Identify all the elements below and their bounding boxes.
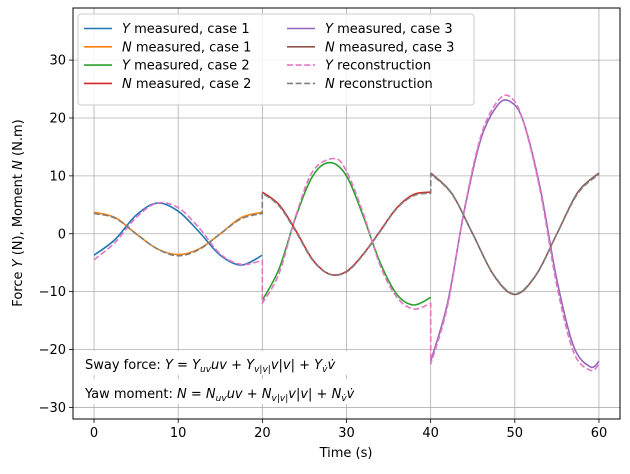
annotation-yaw-text: Yaw moment: N = Nuvuv + Nv|v|v|v| + Nv̇v… [84,387,355,404]
legend: Y measured, case 1 N measured, case 1 Y me… [77,13,475,106]
y-tick-label: 30 [49,54,66,69]
x-tick-label: 40 [422,426,439,441]
y-tick-label: 20 [49,111,66,126]
annotation-sway-box [80,351,376,375]
series-line-4 [429,99,600,369]
x-tick-label: 60 [591,426,608,441]
annotation-sway: Sway force: Y = Yuvuv + Yv|v|v|v| + Yv̇v… [80,351,376,375]
y-tick-label: 10 [49,169,66,184]
legend-label-5: N measured, case 3 [325,40,454,55]
legend-frame [77,13,475,106]
annotation-sway-text: Sway force: Y = Yuvuv + Yv|v|v|v| + Yv̇v… [85,358,335,375]
y-tick-label: −30 [39,401,66,416]
legend-label-0: Y measured, case 1 [122,22,250,37]
annotation-yaw: Yaw moment: N = Nuvuv + Nv|v|v|v| + Nv̇v… [80,379,376,404]
ticks: 0 10 20 30 40 50 60 −30 −20 −10 0 10 20 30 [39,54,608,441]
x-tick-label: 0 [90,426,98,441]
legend-label-1: N measured, case 1 [122,40,251,55]
x-tick-label: 20 [254,426,271,441]
legend-label-4: Y measured, case 3 [325,22,453,37]
y-axis-label: Force Y (N), Moment N (N.m) [11,119,26,306]
series-line-7 [93,173,600,295]
legend-label-6: Y reconstruction [325,59,431,74]
x-tick-label: 10 [170,426,187,441]
y-tick-label: 0 [58,227,66,242]
x-tick-label: 50 [507,426,524,441]
series-layer [93,94,600,372]
x-axis-label: Time (s) [319,446,373,461]
legend-label-7: N reconstruction [325,77,433,92]
y-tick-label: −10 [39,285,66,300]
legend-label-3: N measured, case 2 [122,77,251,92]
series-line-0 [93,202,263,266]
annotation-yaw-box [80,379,376,404]
y-tick-label: −20 [39,343,66,358]
legend-label-2: Y measured, case 2 [122,59,250,74]
series-line-6 [93,94,600,372]
x-tick-label: 30 [338,426,355,441]
